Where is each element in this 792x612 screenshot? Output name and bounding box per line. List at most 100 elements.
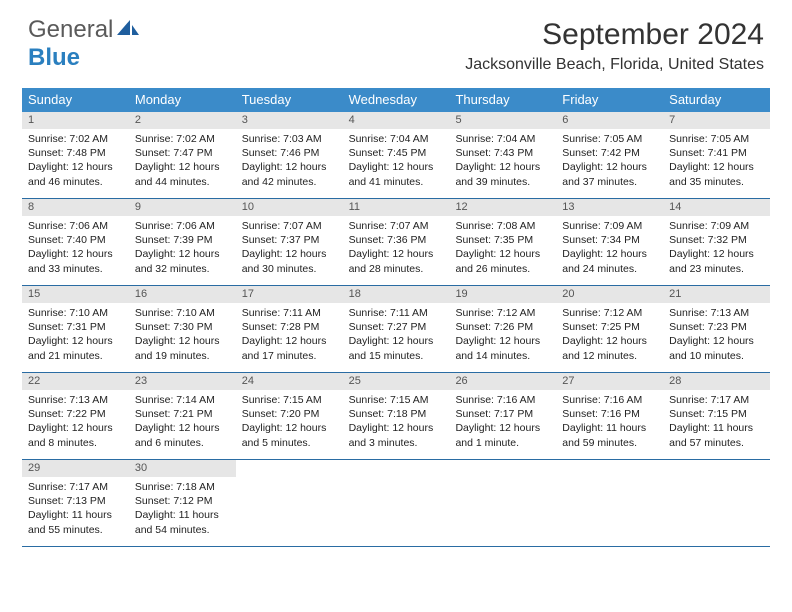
day-number: 11: [343, 199, 450, 216]
sunset-line: Sunset: 7:23 PM: [669, 320, 764, 334]
day-cell: 1Sunrise: 7:02 AMSunset: 7:48 PMDaylight…: [22, 112, 129, 198]
day-number: 14: [663, 199, 770, 216]
day-number: 21: [663, 286, 770, 303]
day-cell: 14Sunrise: 7:09 AMSunset: 7:32 PMDayligh…: [663, 199, 770, 285]
sunset-line: Sunset: 7:31 PM: [28, 320, 123, 334]
sunrise-line: Sunrise: 7:10 AM: [135, 306, 230, 320]
day-body: Sunrise: 7:06 AMSunset: 7:40 PMDaylight:…: [22, 216, 129, 280]
daylight-line: Daylight: 12 hours and 28 minutes.: [349, 247, 444, 275]
sunset-line: Sunset: 7:34 PM: [562, 233, 657, 247]
day-cell: 4Sunrise: 7:04 AMSunset: 7:45 PMDaylight…: [343, 112, 450, 198]
daylight-line: Daylight: 12 hours and 23 minutes.: [669, 247, 764, 275]
sunrise-line: Sunrise: 7:07 AM: [349, 219, 444, 233]
sunset-line: Sunset: 7:43 PM: [455, 146, 550, 160]
day-number: 2: [129, 112, 236, 129]
sunrise-line: Sunrise: 7:14 AM: [135, 393, 230, 407]
empty-cell: [556, 460, 663, 546]
day-number: 7: [663, 112, 770, 129]
day-number: 25: [343, 373, 450, 390]
daylight-line: Daylight: 12 hours and 41 minutes.: [349, 160, 444, 188]
day-cell: 29Sunrise: 7:17 AMSunset: 7:13 PMDayligh…: [22, 460, 129, 546]
sunrise-line: Sunrise: 7:10 AM: [28, 306, 123, 320]
day-cell: 3Sunrise: 7:03 AMSunset: 7:46 PMDaylight…: [236, 112, 343, 198]
week-row: 8Sunrise: 7:06 AMSunset: 7:40 PMDaylight…: [22, 199, 770, 286]
day-body: Sunrise: 7:05 AMSunset: 7:42 PMDaylight:…: [556, 129, 663, 193]
empty-cell: [236, 460, 343, 546]
sunset-line: Sunset: 7:39 PM: [135, 233, 230, 247]
daylight-line: Daylight: 12 hours and 17 minutes.: [242, 334, 337, 362]
daylight-line: Daylight: 12 hours and 44 minutes.: [135, 160, 230, 188]
day-body: Sunrise: 7:11 AMSunset: 7:28 PMDaylight:…: [236, 303, 343, 367]
day-number: 13: [556, 199, 663, 216]
week-row: 15Sunrise: 7:10 AMSunset: 7:31 PMDayligh…: [22, 286, 770, 373]
title-block: September 2024 Jacksonville Beach, Flori…: [465, 18, 764, 74]
day-number: 9: [129, 199, 236, 216]
sunrise-line: Sunrise: 7:11 AM: [349, 306, 444, 320]
day-number: 29: [22, 460, 129, 477]
daylight-line: Daylight: 11 hours and 59 minutes.: [562, 421, 657, 449]
calendar: SundayMondayTuesdayWednesdayThursdayFrid…: [0, 82, 792, 547]
day-number: 8: [22, 199, 129, 216]
sunrise-line: Sunrise: 7:13 AM: [28, 393, 123, 407]
daylight-line: Daylight: 12 hours and 35 minutes.: [669, 160, 764, 188]
sunset-line: Sunset: 7:13 PM: [28, 494, 123, 508]
sunset-line: Sunset: 7:27 PM: [349, 320, 444, 334]
day-cell: 11Sunrise: 7:07 AMSunset: 7:36 PMDayligh…: [343, 199, 450, 285]
day-number: 10: [236, 199, 343, 216]
day-cell: 22Sunrise: 7:13 AMSunset: 7:22 PMDayligh…: [22, 373, 129, 459]
day-number: 24: [236, 373, 343, 390]
daylight-line: Daylight: 12 hours and 1 minute.: [455, 421, 550, 449]
sunrise-line: Sunrise: 7:17 AM: [669, 393, 764, 407]
day-cell: 21Sunrise: 7:13 AMSunset: 7:23 PMDayligh…: [663, 286, 770, 372]
sunrise-line: Sunrise: 7:04 AM: [455, 132, 550, 146]
daylight-line: Daylight: 12 hours and 21 minutes.: [28, 334, 123, 362]
sunset-line: Sunset: 7:32 PM: [669, 233, 764, 247]
day-number: 20: [556, 286, 663, 303]
day-number: 26: [449, 373, 556, 390]
weekday-header-cell: Wednesday: [343, 88, 450, 112]
sunset-line: Sunset: 7:48 PM: [28, 146, 123, 160]
day-body: Sunrise: 7:17 AMSunset: 7:13 PMDaylight:…: [22, 477, 129, 541]
sunset-line: Sunset: 7:26 PM: [455, 320, 550, 334]
day-cell: 12Sunrise: 7:08 AMSunset: 7:35 PMDayligh…: [449, 199, 556, 285]
day-body: Sunrise: 7:09 AMSunset: 7:32 PMDaylight:…: [663, 216, 770, 280]
day-cell: 7Sunrise: 7:05 AMSunset: 7:41 PMDaylight…: [663, 112, 770, 198]
empty-cell: [449, 460, 556, 546]
calendar-body: 1Sunrise: 7:02 AMSunset: 7:48 PMDaylight…: [22, 112, 770, 547]
sunrise-line: Sunrise: 7:07 AM: [242, 219, 337, 233]
daylight-line: Daylight: 12 hours and 19 minutes.: [135, 334, 230, 362]
day-number: 23: [129, 373, 236, 390]
sunset-line: Sunset: 7:20 PM: [242, 407, 337, 421]
sunset-line: Sunset: 7:41 PM: [669, 146, 764, 160]
sunrise-line: Sunrise: 7:05 AM: [562, 132, 657, 146]
day-cell: 23Sunrise: 7:14 AMSunset: 7:21 PMDayligh…: [129, 373, 236, 459]
daylight-line: Daylight: 12 hours and 14 minutes.: [455, 334, 550, 362]
empty-cell: [343, 460, 450, 546]
header: General September 2024 Jacksonville Beac…: [0, 0, 792, 82]
day-cell: 8Sunrise: 7:06 AMSunset: 7:40 PMDaylight…: [22, 199, 129, 285]
day-cell: 17Sunrise: 7:11 AMSunset: 7:28 PMDayligh…: [236, 286, 343, 372]
day-number: 12: [449, 199, 556, 216]
day-body: Sunrise: 7:09 AMSunset: 7:34 PMDaylight:…: [556, 216, 663, 280]
sunset-line: Sunset: 7:35 PM: [455, 233, 550, 247]
empty-cell: [663, 460, 770, 546]
logo-sail-icon: [117, 18, 139, 42]
sunrise-line: Sunrise: 7:15 AM: [349, 393, 444, 407]
sunset-line: Sunset: 7:40 PM: [28, 233, 123, 247]
day-cell: 19Sunrise: 7:12 AMSunset: 7:26 PMDayligh…: [449, 286, 556, 372]
day-cell: 5Sunrise: 7:04 AMSunset: 7:43 PMDaylight…: [449, 112, 556, 198]
daylight-line: Daylight: 11 hours and 55 minutes.: [28, 508, 123, 536]
day-cell: 13Sunrise: 7:09 AMSunset: 7:34 PMDayligh…: [556, 199, 663, 285]
day-body: Sunrise: 7:12 AMSunset: 7:26 PMDaylight:…: [449, 303, 556, 367]
day-number: 16: [129, 286, 236, 303]
day-body: Sunrise: 7:04 AMSunset: 7:43 PMDaylight:…: [449, 129, 556, 193]
weekday-header-cell: Friday: [556, 88, 663, 112]
daylight-line: Daylight: 12 hours and 32 minutes.: [135, 247, 230, 275]
day-cell: 18Sunrise: 7:11 AMSunset: 7:27 PMDayligh…: [343, 286, 450, 372]
day-body: Sunrise: 7:15 AMSunset: 7:20 PMDaylight:…: [236, 390, 343, 454]
sunset-line: Sunset: 7:17 PM: [455, 407, 550, 421]
day-cell: 20Sunrise: 7:12 AMSunset: 7:25 PMDayligh…: [556, 286, 663, 372]
weekday-header-cell: Saturday: [663, 88, 770, 112]
day-cell: 2Sunrise: 7:02 AMSunset: 7:47 PMDaylight…: [129, 112, 236, 198]
weekday-header-cell: Thursday: [449, 88, 556, 112]
